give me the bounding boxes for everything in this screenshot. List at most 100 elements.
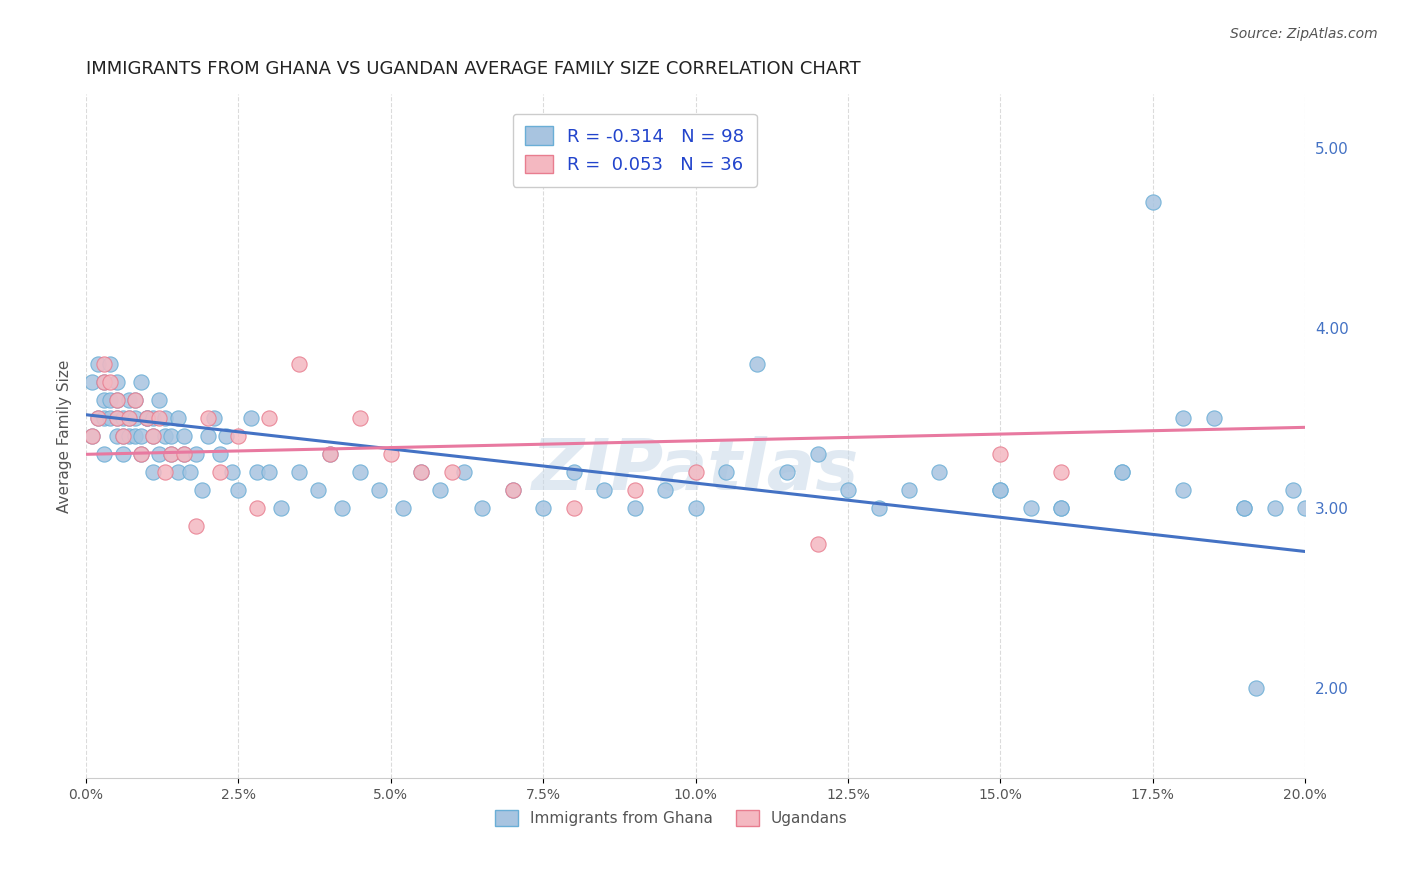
Y-axis label: Average Family Size: Average Family Size [58,359,72,513]
Point [82,429,104,443]
Point [136,411,159,425]
Point [93,376,115,390]
Point [1142,195,1164,210]
Point [623,501,645,516]
Point [105,393,128,408]
Point [349,411,371,425]
Point [136,411,159,425]
Point [1202,411,1225,425]
Point [330,501,353,516]
Point [124,393,146,408]
Point [118,411,141,425]
Point [928,466,950,480]
Point [209,447,232,461]
Point [105,429,128,443]
Point [990,447,1012,461]
Point [93,447,115,461]
Point [100,376,122,390]
Point [246,501,269,516]
Point [148,447,170,461]
Point [471,501,494,516]
Point [623,483,645,498]
Point [562,501,585,516]
Point [82,376,104,390]
Point [1233,501,1256,516]
Point [257,466,280,480]
Point [160,429,183,443]
Point [1050,501,1073,516]
Point [173,447,195,461]
Point [1233,501,1256,516]
Point [155,466,177,480]
Text: ZIPatlas: ZIPatlas [531,436,859,505]
Point [367,483,389,498]
Point [654,483,676,498]
Point [197,429,219,443]
Point [246,466,269,480]
Point [142,466,165,480]
Point [129,429,152,443]
Point [105,411,128,425]
Point [562,466,585,480]
Point [380,447,402,461]
Point [453,466,475,480]
Point [184,519,207,533]
Point [197,411,219,425]
Point [221,466,243,480]
Point [93,357,115,371]
Point [160,447,183,461]
Point [100,393,122,408]
Point [87,411,110,425]
Point [142,411,165,425]
Point [93,376,115,390]
Point [142,429,165,443]
Point [111,411,134,425]
Point [166,466,188,480]
Point [209,466,232,480]
Point [129,447,152,461]
Point [429,483,451,498]
Point [228,429,250,443]
Point [685,466,707,480]
Point [129,376,152,390]
Point [100,357,122,371]
Point [173,429,195,443]
Point [118,429,141,443]
Point [837,483,859,498]
Point [166,411,188,425]
Point [173,447,195,461]
Point [118,411,141,425]
Point [898,483,921,498]
Point [1111,466,1133,480]
Point [411,466,433,480]
Point [215,429,238,443]
Point [1294,501,1316,516]
Point [1050,466,1073,480]
Point [142,429,165,443]
Point [124,411,146,425]
Point [1282,483,1305,498]
Point [111,447,134,461]
Point [502,483,524,498]
Point [1246,681,1268,696]
Point [1050,501,1073,516]
Point [714,466,737,480]
Point [105,411,128,425]
Point [87,357,110,371]
Point [136,411,159,425]
Point [868,501,890,516]
Point [155,429,177,443]
Point [105,393,128,408]
Point [288,357,311,371]
Point [685,501,707,516]
Point [100,411,122,425]
Point [745,357,768,371]
Text: IMMIGRANTS FROM GHANA VS UGANDAN AVERAGE FAMILY SIZE CORRELATION CHART: IMMIGRANTS FROM GHANA VS UGANDAN AVERAGE… [86,60,860,78]
Point [87,411,110,425]
Point [257,411,280,425]
Point [411,466,433,480]
Point [593,483,616,498]
Point [270,501,292,516]
Point [118,393,141,408]
Point [776,466,799,480]
